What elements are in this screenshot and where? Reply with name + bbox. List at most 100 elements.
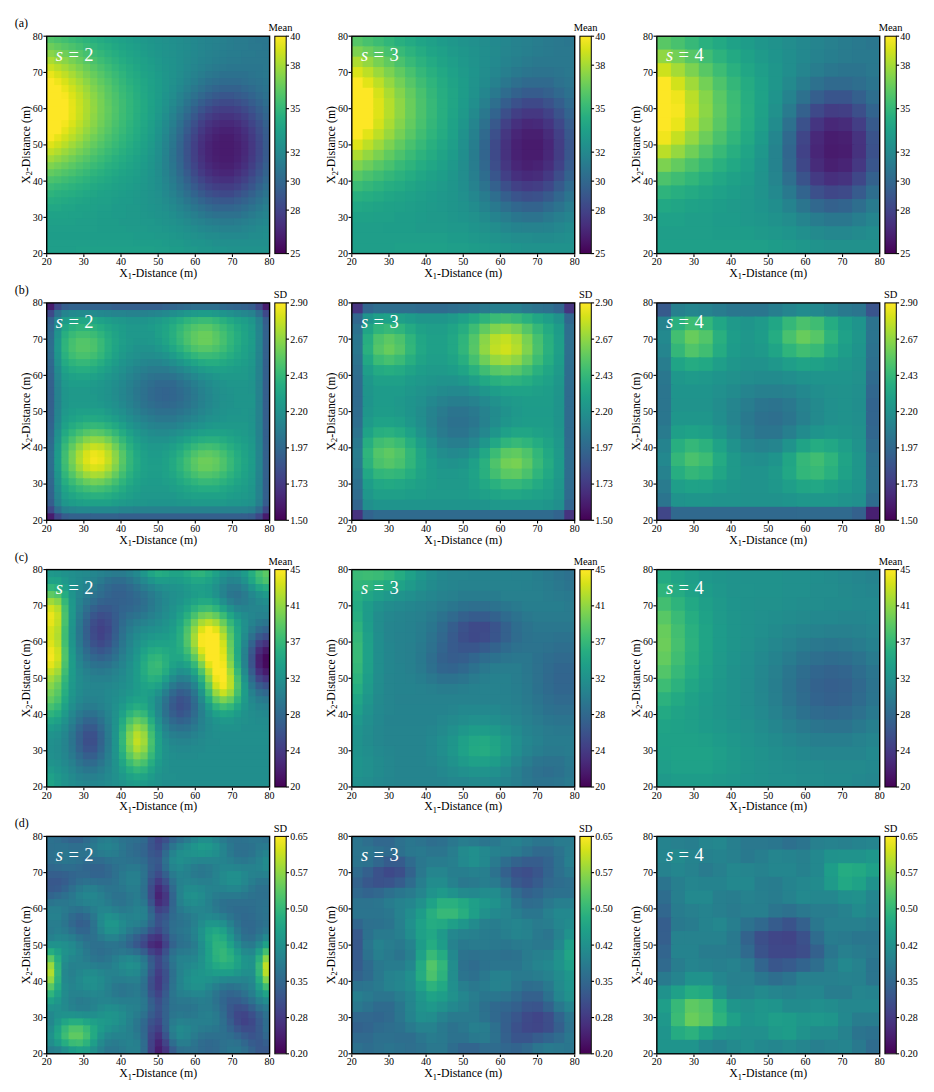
svg-text:30: 30 <box>79 256 89 267</box>
svg-text:60: 60 <box>643 103 653 114</box>
svg-text:20: 20 <box>338 248 348 259</box>
svg-text:25: 25 <box>900 248 910 259</box>
svg-text:80: 80 <box>265 523 275 534</box>
svg-text:60: 60 <box>338 103 348 114</box>
svg-text:32: 32 <box>290 147 300 158</box>
svg-text:70: 70 <box>533 1056 543 1067</box>
svg-text:70: 70 <box>643 867 653 878</box>
svg-text:50: 50 <box>338 406 348 417</box>
svg-text:30: 30 <box>290 176 300 187</box>
svg-text:80: 80 <box>643 564 653 575</box>
svg-text:40: 40 <box>338 442 348 453</box>
svg-text:70: 70 <box>838 790 848 801</box>
svg-text:30: 30 <box>643 745 653 756</box>
svg-text:2.20: 2.20 <box>290 406 308 417</box>
svg-text:Mean: Mean <box>574 556 599 567</box>
svg-text:0.35: 0.35 <box>595 976 613 987</box>
svg-text:0.50: 0.50 <box>595 903 613 914</box>
svg-text:50: 50 <box>338 673 348 684</box>
svg-text:24: 24 <box>595 745 605 756</box>
svg-text:28: 28 <box>595 709 605 720</box>
svg-text:40: 40 <box>33 709 43 720</box>
svg-text:s = 3: s = 3 <box>361 845 399 865</box>
svg-text:X2-Distance (m): X2-Distance (m) <box>19 639 35 717</box>
svg-text:50: 50 <box>33 406 43 417</box>
svg-text:20: 20 <box>42 256 52 267</box>
svg-text:30: 30 <box>689 790 699 801</box>
svg-text:SD: SD <box>274 289 288 300</box>
svg-text:20: 20 <box>652 256 662 267</box>
svg-text:X2-Distance (m): X2-Distance (m) <box>629 906 645 984</box>
svg-text:30: 30 <box>33 212 43 223</box>
svg-text:80: 80 <box>265 790 275 801</box>
svg-text:80: 80 <box>570 790 580 801</box>
svg-text:X1-Distance (m): X1-Distance (m) <box>729 799 807 815</box>
svg-text:28: 28 <box>595 205 605 216</box>
svg-text:2.67: 2.67 <box>595 334 613 345</box>
svg-text:1.97: 1.97 <box>290 442 308 453</box>
svg-text:25: 25 <box>290 248 300 259</box>
svg-text:0.20: 0.20 <box>595 1048 613 1059</box>
svg-text:60: 60 <box>338 636 348 647</box>
svg-text:0.57: 0.57 <box>900 867 918 878</box>
svg-text:20: 20 <box>290 781 300 792</box>
svg-text:20: 20 <box>652 1056 662 1067</box>
svg-text:28: 28 <box>290 205 300 216</box>
svg-text:41: 41 <box>595 600 605 611</box>
svg-text:70: 70 <box>838 1056 848 1067</box>
svg-text:50: 50 <box>643 940 653 951</box>
svg-text:60: 60 <box>33 103 43 114</box>
svg-text:SD: SD <box>579 823 593 834</box>
svg-text:30: 30 <box>33 745 43 756</box>
svg-text:30: 30 <box>338 745 348 756</box>
svg-text:s = 4: s = 4 <box>666 312 704 332</box>
svg-text:1.50: 1.50 <box>595 515 613 526</box>
svg-text:70: 70 <box>33 67 43 78</box>
svg-text:80: 80 <box>875 790 885 801</box>
svg-text:70: 70 <box>838 256 848 267</box>
svg-text:20: 20 <box>33 515 43 526</box>
svg-text:37: 37 <box>900 636 910 647</box>
svg-text:41: 41 <box>900 600 910 611</box>
svg-text:70: 70 <box>33 867 43 878</box>
svg-text:20: 20 <box>338 515 348 526</box>
svg-text:Mean: Mean <box>574 22 599 33</box>
svg-text:X1-Distance (m): X1-Distance (m) <box>119 266 197 282</box>
svg-text:0.50: 0.50 <box>900 903 918 914</box>
svg-text:32: 32 <box>595 673 605 684</box>
svg-text:20: 20 <box>347 1056 357 1067</box>
svg-text:30: 30 <box>595 176 605 187</box>
svg-text:70: 70 <box>227 256 237 267</box>
svg-text:30: 30 <box>338 212 348 223</box>
svg-text:41: 41 <box>290 600 300 611</box>
svg-text:X1-Distance (m): X1-Distance (m) <box>729 266 807 282</box>
svg-text:Mean: Mean <box>269 22 294 33</box>
svg-text:X1-Distance (m): X1-Distance (m) <box>119 1066 197 1082</box>
svg-text:0.35: 0.35 <box>900 976 918 987</box>
svg-text:30: 30 <box>384 523 394 534</box>
svg-text:20: 20 <box>643 781 653 792</box>
svg-text:60: 60 <box>338 903 348 914</box>
svg-text:80: 80 <box>338 297 348 308</box>
svg-text:24: 24 <box>900 745 910 756</box>
svg-text:(b): (b) <box>15 283 29 297</box>
svg-text:20: 20 <box>643 1048 653 1059</box>
svg-text:32: 32 <box>290 673 300 684</box>
svg-text:2.90: 2.90 <box>290 297 308 308</box>
svg-text:X2-Distance (m): X2-Distance (m) <box>629 373 645 451</box>
svg-text:60: 60 <box>338 370 348 381</box>
svg-text:Mean: Mean <box>269 556 294 567</box>
svg-text:0.57: 0.57 <box>595 867 613 878</box>
svg-text:40: 40 <box>643 709 653 720</box>
svg-text:30: 30 <box>384 256 394 267</box>
svg-text:20: 20 <box>900 781 910 792</box>
svg-text:30: 30 <box>689 256 699 267</box>
svg-text:80: 80 <box>570 1056 580 1067</box>
svg-text:32: 32 <box>595 147 605 158</box>
svg-text:30: 30 <box>338 1012 348 1023</box>
svg-text:80: 80 <box>33 831 43 842</box>
svg-text:50: 50 <box>33 940 43 951</box>
svg-text:50: 50 <box>643 406 653 417</box>
svg-text:24: 24 <box>290 745 300 756</box>
svg-text:32: 32 <box>900 147 910 158</box>
